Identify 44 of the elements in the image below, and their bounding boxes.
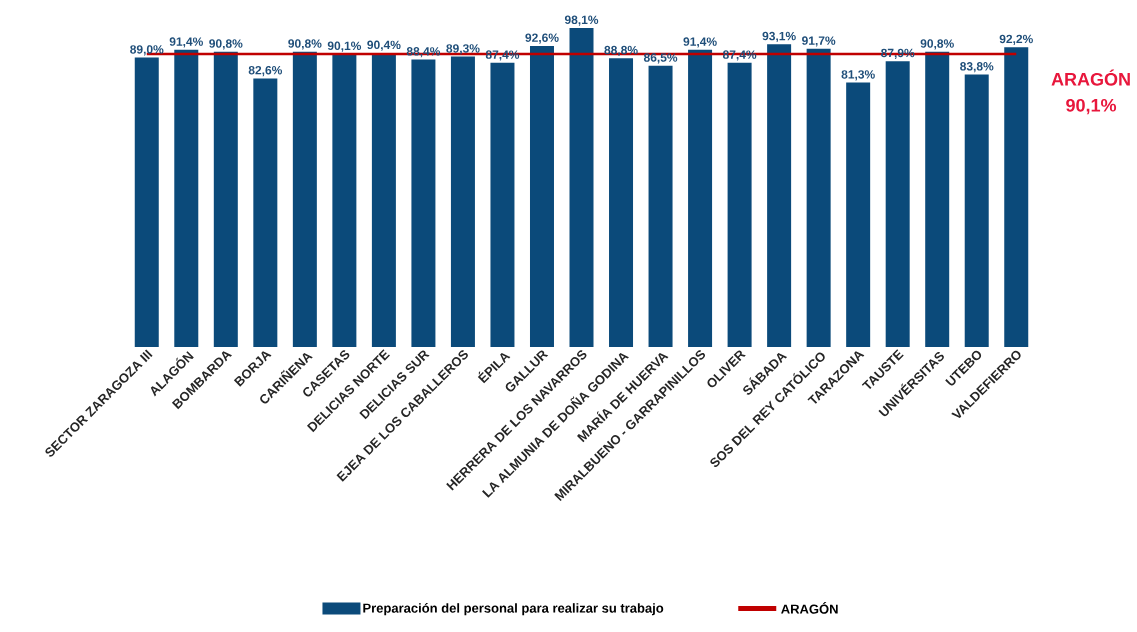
bar: [806, 48, 831, 347]
bar: [688, 49, 713, 347]
data-label: 83,8%: [960, 62, 994, 73]
data-label: 89,3%: [446, 44, 480, 55]
bar: [174, 49, 199, 347]
data-label: 91,7%: [802, 36, 836, 47]
bar: [253, 78, 278, 347]
bar: [134, 57, 159, 347]
bar: [964, 74, 989, 347]
data-label: 93,1%: [762, 31, 796, 43]
bar: [490, 62, 515, 347]
bar: [727, 62, 752, 347]
bar: [292, 51, 317, 347]
data-label: 81,3%: [841, 70, 875, 81]
bar: [925, 51, 950, 347]
data-label: 89,0%: [130, 45, 164, 56]
data-label: 90,4%: [367, 40, 401, 51]
bar: [332, 54, 357, 347]
data-label: 92,6%: [525, 33, 559, 44]
bar: [529, 45, 554, 347]
data-label: 90,8%: [920, 39, 954, 50]
bar: [846, 82, 871, 347]
bar: [371, 53, 396, 347]
bar: [213, 51, 238, 347]
bar: [648, 65, 673, 347]
bar: [450, 56, 475, 347]
bar: [569, 28, 594, 347]
data-label: 90,8%: [288, 39, 322, 50]
legend-label: Preparación del personal para realizar su trabajo: [363, 603, 664, 616]
bar: [885, 61, 910, 347]
bar: [767, 44, 792, 347]
data-label: 91,4%: [169, 37, 203, 48]
data-label: 90,8%: [209, 39, 243, 50]
data-label: 90,1%: [327, 41, 362, 52]
bar: [1004, 47, 1029, 347]
bar: [609, 58, 634, 347]
legend-label: ARAGÓN: [781, 602, 838, 614]
data-label: 98,1%: [564, 15, 599, 26]
bar: [411, 59, 436, 347]
data-label: 82,6%: [248, 65, 283, 77]
text: ARAGÓN 90,1%: [1051, 69, 1130, 115]
data-label: 92,2%: [999, 34, 1033, 45]
data-label: 91,4%: [683, 37, 717, 48]
data-label: 86,5%: [643, 53, 678, 64]
